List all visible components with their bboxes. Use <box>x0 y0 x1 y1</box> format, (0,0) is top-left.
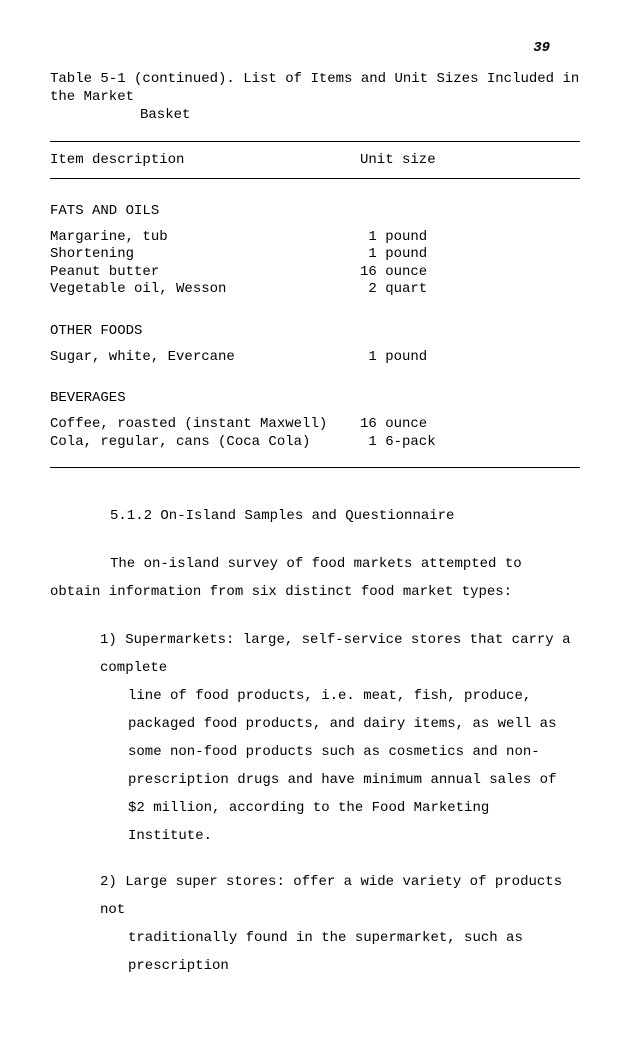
page-number: 39 <box>50 40 580 56</box>
table-row: Peanut butter16 ounce <box>50 264 580 282</box>
intro-paragraph-text: The on-island survey of food markets att… <box>50 556 522 600</box>
table-group-title: OTHER FOODS <box>50 323 580 339</box>
table-bottom-rule <box>50 467 580 468</box>
numbered-list: 1) Supermarkets: large, self-service sto… <box>100 626 580 980</box>
list-item-first-line: 2) Large super stores: offer a wide vari… <box>100 868 580 924</box>
item-description: Coffee, roasted (instant Maxwell) <box>50 416 350 434</box>
table-row: Margarine, tub 1 pound <box>50 229 580 247</box>
item-unit-size: 1 pound <box>350 349 580 367</box>
item-description: Cola, regular, cans (Coca Cola) <box>50 434 350 452</box>
table-body: FATS AND OILSMargarine, tub 1 poundShort… <box>50 203 580 452</box>
item-unit-size: 16 ounce <box>350 416 580 434</box>
list-item: 2) Large super stores: offer a wide vari… <box>100 868 580 980</box>
item-unit-size: 16 ounce <box>350 264 580 282</box>
body-section: 5.1.2 On-Island Samples and Questionnair… <box>50 508 580 980</box>
table-row: Sugar, white, Evercane 1 pound <box>50 349 580 367</box>
page: 39 Table 5-1 (continued). List of Items … <box>0 0 630 1038</box>
list-item-number: 1) <box>100 632 125 648</box>
list-item-lead: Large super stores: offer a wide variety… <box>100 874 562 918</box>
item-unit-size: 1 6-pack <box>350 434 580 452</box>
list-item-cont: traditionally found in the supermarket, … <box>128 924 580 980</box>
item-unit-size: 2 quart <box>350 281 580 299</box>
col-header-desc: Item description <box>50 152 350 168</box>
table-row: Shortening 1 pound <box>50 246 580 264</box>
table-group-title: FATS AND OILS <box>50 203 580 219</box>
intro-paragraph: The on-island survey of food markets att… <box>50 550 580 606</box>
item-unit-size: 1 pound <box>350 229 580 247</box>
subsection-heading: 5.1.2 On-Island Samples and Questionnair… <box>110 508 580 524</box>
list-item-number: 2) <box>100 874 125 890</box>
item-description: Sugar, white, Evercane <box>50 349 350 367</box>
item-description: Shortening <box>50 246 350 264</box>
caption-line2: Basket <box>140 106 580 124</box>
table-caption: Table 5-1 (continued). List of Items and… <box>50 70 580 125</box>
item-description: Vegetable oil, Wesson <box>50 281 350 299</box>
list-item-lead: Supermarkets: large, self-service stores… <box>100 632 571 676</box>
item-unit-size: 1 pound <box>350 246 580 264</box>
item-description: Margarine, tub <box>50 229 350 247</box>
table-header-row: Item description Unit size <box>50 142 580 178</box>
col-header-size: Unit size <box>350 152 580 168</box>
table-group-title: BEVERAGES <box>50 390 580 406</box>
table-header-rule <box>50 178 580 179</box>
table-row: Coffee, roasted (instant Maxwell)16 ounc… <box>50 416 580 434</box>
list-item-cont: line of food products, i.e. meat, fish, … <box>128 682 580 850</box>
table-row: Vegetable oil, Wesson 2 quart <box>50 281 580 299</box>
caption-line1: Table 5-1 (continued). List of Items and… <box>50 70 580 106</box>
list-item: 1) Supermarkets: large, self-service sto… <box>100 626 580 850</box>
list-item-first-line: 1) Supermarkets: large, self-service sto… <box>100 626 580 682</box>
table-row: Cola, regular, cans (Coca Cola) 1 6-pack <box>50 434 580 452</box>
item-description: Peanut butter <box>50 264 350 282</box>
